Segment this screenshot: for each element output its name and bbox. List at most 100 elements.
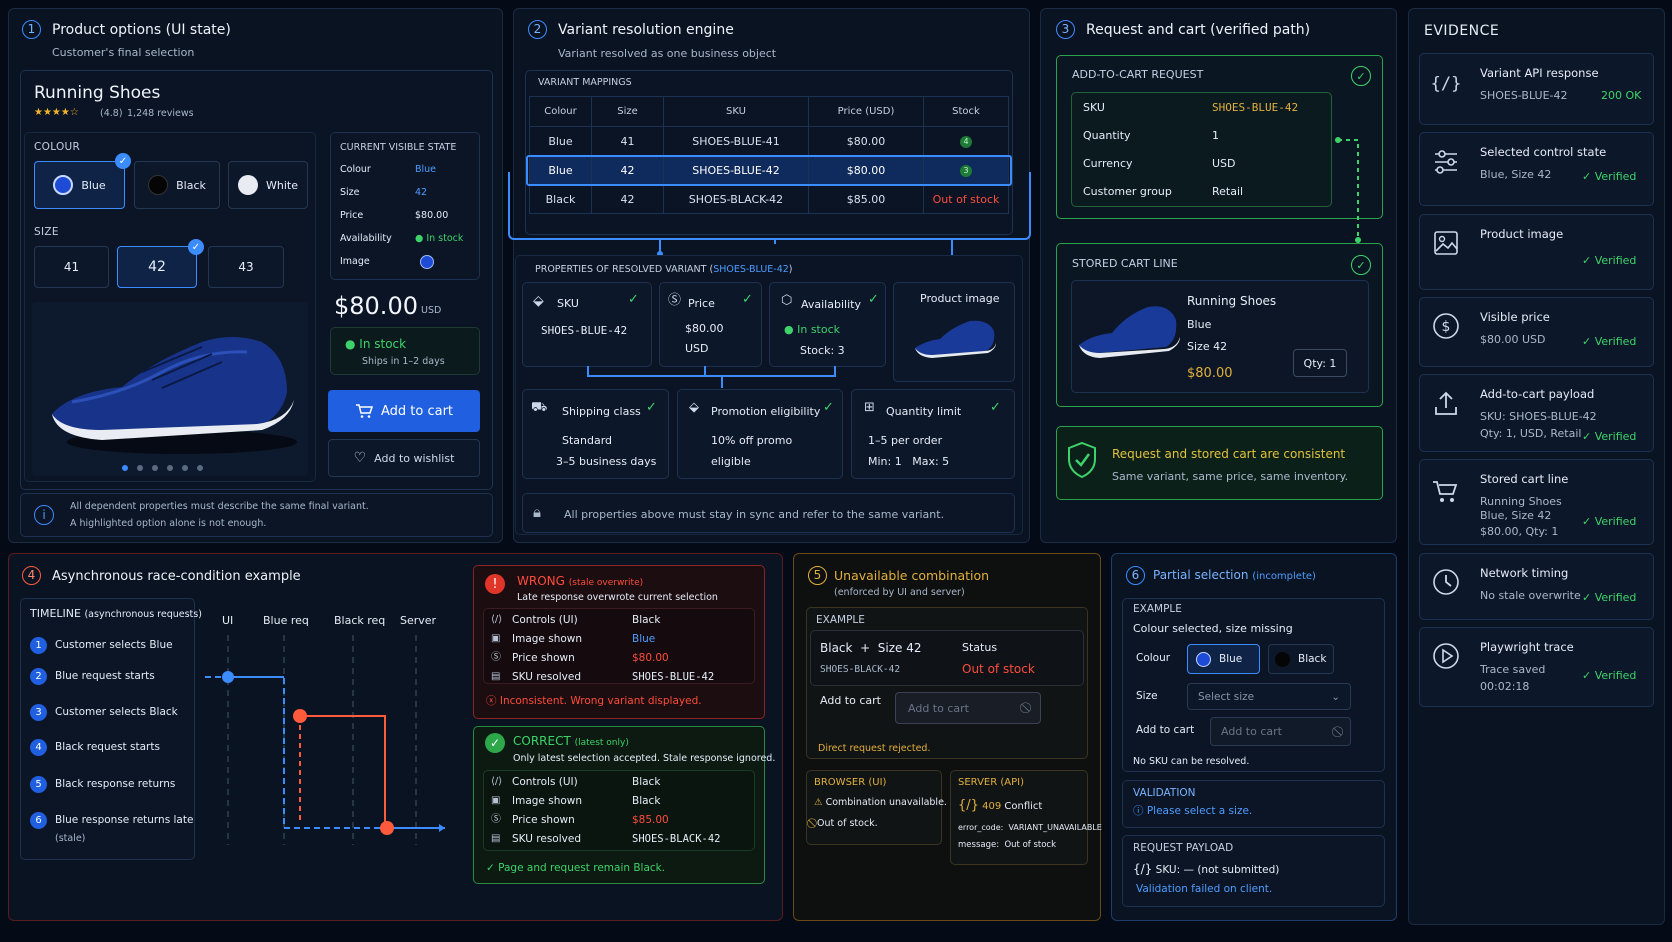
section-title: Unavailable combination [834,568,990,583]
evidence-item[interactable] [1419,627,1654,707]
section2-note [522,493,1015,533]
code-icon: {/} [958,798,979,813]
prop-price [659,282,762,367]
mappings-label: VARIANT MAPPINGS [538,77,632,88]
step-number: 2 [30,668,47,685]
disabled-add-to-cart-button[interactable]: Add to cart⃠ [1210,717,1351,746]
check-icon: ✓ [823,400,834,415]
check-circle-icon: ✓ [1582,254,1592,267]
table-row[interactable]: Black 42 SHOES-BLACK-42 $85.00 Out of stock [529,184,1009,214]
colour-option-black[interactable]: Black [134,161,220,209]
check-icon: ✓ [646,400,657,415]
disabled-add-to-cart-button[interactable]: Add to cart⃠ [895,692,1041,724]
evidence-item[interactable] [1419,53,1654,125]
table-row[interactable]: Blue 41 SHOES-BLUE-41 $80.00 4 [529,126,1009,156]
image-icon: ▣ [491,795,501,806]
evidence-title: Stored cart line [1480,472,1569,486]
timeline-step: Customer selects Black [55,706,178,718]
evidence-detail: Blue, Size 42 [1480,168,1552,181]
prop-shipping-class [522,389,669,479]
step-number: 6 [30,812,47,829]
clock-icon [1431,567,1461,597]
timeline-step: Blue response returns late [55,814,194,826]
shield-check-icon [1066,441,1098,479]
size-label: SIZE [34,226,59,238]
swatch-white-icon [238,175,258,195]
section-subtitle: Customer's final selection [52,46,195,59]
size-option-43[interactable]: 43 [208,246,284,288]
evidence-detail: SHOES-BLUE-42 [1480,89,1568,102]
colour-label-black: Black [176,178,206,192]
evidence-status: ✓ Verified [1582,591,1637,604]
step-number: 5 [30,776,47,793]
check-icon: ✓ [990,400,1001,415]
check-circle-icon: ✓ [1351,66,1371,86]
section-number: 5 [808,566,827,585]
check-icon: ✓ [115,153,131,169]
cart-icon [355,403,373,419]
colour-option-blue[interactable]: Blue [34,161,125,209]
cvs-colour: Blue [415,164,437,175]
cvs-title: CURRENT VISIBLE STATE [340,142,457,153]
cart-qty[interactable]: Qty: 1 [1293,349,1347,377]
props-label: PROPERTIES OF RESOLVED VARIANT (SHOES-BL… [535,264,793,275]
colour-label-white: White [266,178,298,192]
evidence-status: ✓ Verified [1582,254,1637,267]
section-title: Asynchronous race-condition example [52,569,301,584]
server-api-box [950,770,1088,865]
cvs-availability: ● In stock [415,233,464,244]
evidence-status: 200 OK [1601,89,1642,102]
tag-icon: ⬙ [533,293,544,309]
carousel-dots[interactable] [122,465,203,471]
step-number: 1 [30,637,47,654]
dollar-icon: Ⓢ [491,652,501,663]
table-row-selected[interactable]: Blue 42 SHOES-BLUE-42 $80.00 3 [529,155,1009,185]
price-currency: USD [421,305,442,316]
colour-option-white[interactable]: White [228,161,308,209]
swatch-black-icon [1275,651,1290,667]
evidence-title: Playwright trace [1480,640,1574,654]
check-icon: ✓ [868,292,879,307]
shoe-thumbnail [915,320,996,358]
colour-option-black[interactable]: Black [1268,644,1334,674]
colour-option-blue[interactable]: Blue [1187,644,1260,674]
check-circle-icon: ✓ [1582,170,1592,183]
race-sequence-diagram [205,635,445,845]
section-number: 3 [1056,20,1075,39]
cart-shoe-image [1079,306,1180,358]
check-circle-icon: ✓ [1582,430,1592,443]
evidence-item[interactable] [1419,297,1654,367]
code-icon: {/} [1431,67,1461,97]
add-to-cart-button[interactable]: Add to cart [328,390,480,432]
correct-table [483,770,755,851]
timeline-step: Black response returns [55,778,176,790]
evidence-item[interactable] [1419,459,1654,545]
check-icon: ✓ [188,239,204,255]
step-number: 3 [30,704,47,721]
evidence-title: Product image [1480,227,1564,241]
size-select[interactable]: Select size ⌄ [1187,683,1351,710]
selected-row-outline [526,155,1012,186]
swatch-blue-icon [1196,651,1211,667]
check-circle-icon: ✓ [1351,255,1371,275]
evidence-item[interactable] [1419,132,1654,206]
resolution-bracket [508,172,1031,240]
evidence-item[interactable] [1419,374,1654,452]
size-option-41[interactable]: 41 [34,246,109,288]
check-circle-icon: ✓ [1582,335,1592,348]
evidence-title: Network timing [1480,566,1569,580]
svg-text:{/}: {/} [1431,74,1461,94]
wrong-table [483,608,755,684]
size-option-42[interactable]: 42 [117,246,197,288]
evidence-title: Selected control state [1480,145,1607,159]
browser-ui-box [806,770,942,845]
section-title: Product options (UI state) [52,22,231,38]
ship-time: Ships in 1–2 days [362,356,445,367]
evidence-detail: Running Shoes [1480,495,1562,508]
add-to-wishlist-button[interactable]: ♡ Add to wishlist [328,439,480,477]
evidence-item[interactable] [1419,553,1654,620]
evidence-item[interactable] [1419,214,1654,290]
cvs-image-swatch-icon [420,255,434,269]
current-visible-state [330,132,480,280]
prop-quantity-limit [851,389,1015,479]
